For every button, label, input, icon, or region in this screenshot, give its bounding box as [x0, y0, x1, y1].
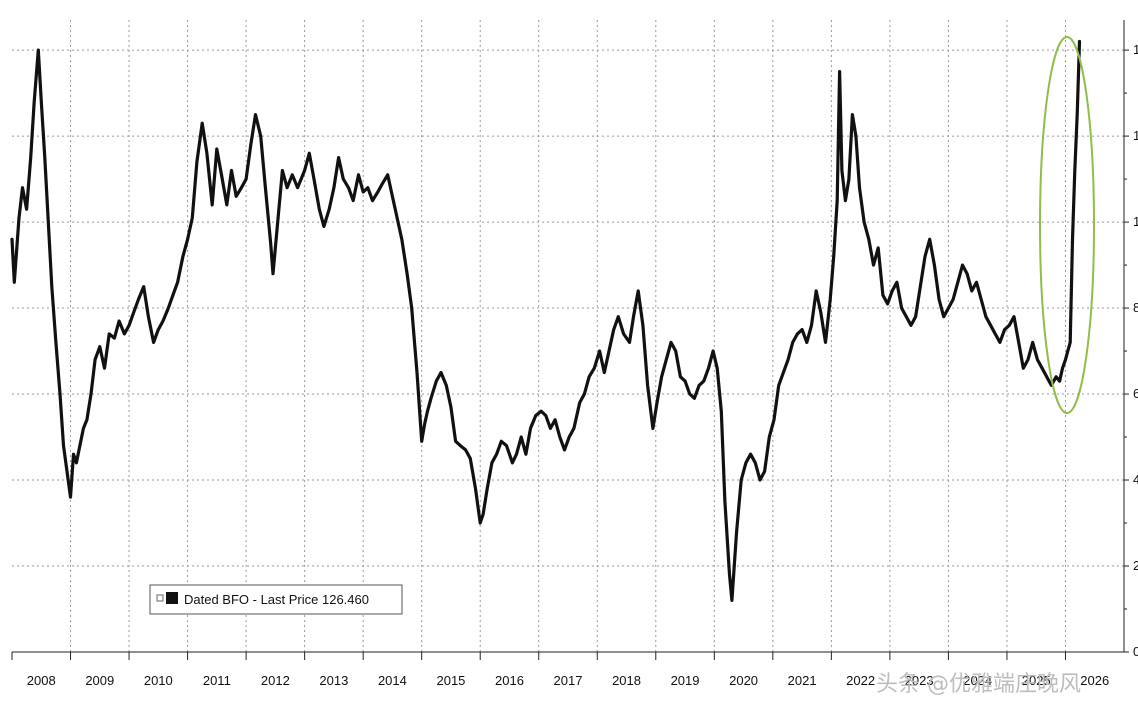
highlight-ellipse	[1039, 36, 1095, 414]
y-axis: 0 20 40 60 80 100 120 140	[1123, 20, 1138, 659]
x-tick-label: 2022	[846, 673, 875, 688]
x-tick-label: 2025	[1022, 673, 1051, 688]
x-tick-label: 2021	[788, 673, 817, 688]
x-tick-label: 2013	[319, 673, 348, 688]
x-tick-label: 2019	[671, 673, 700, 688]
x-tick-label: 2026	[1080, 673, 1109, 688]
y-tick-label: 140	[1133, 42, 1138, 57]
annotation-layer	[1039, 36, 1095, 414]
y-tick-label: 100	[1133, 214, 1138, 229]
legend-swatch-icon	[166, 592, 178, 604]
x-tick-label: 2015	[436, 673, 465, 688]
x-tick-label: 2023	[905, 673, 934, 688]
x-tick-label: 2009	[85, 673, 114, 688]
x-tick-label: 2016	[495, 673, 524, 688]
y-tick-label: 120	[1133, 128, 1138, 143]
x-tick-label: 2012	[261, 673, 290, 688]
x-tick-label: 2020	[729, 673, 758, 688]
x-tick-label: 2018	[612, 673, 641, 688]
x-tick-label: 2017	[554, 673, 583, 688]
legend-box	[149, 584, 403, 615]
watermark-text: 头条 @优雅端庄晚风	[876, 672, 1081, 697]
x-tick-label: 2024	[963, 673, 992, 688]
y-tick-label: 20	[1133, 558, 1138, 573]
series-line-dated-bfo	[10, 39, 1082, 602]
y-tick-label: 40	[1133, 472, 1138, 487]
plot-area	[12, 20, 1124, 652]
x-tick-label: 2014	[378, 673, 407, 688]
y-tick-label: 60	[1133, 386, 1138, 401]
legend-checkbox-icon	[156, 594, 164, 602]
legend: Dated BFO - Last Price 126.460	[149, 584, 403, 615]
series-layer	[10, 39, 1082, 602]
x-tick-label: 2010	[144, 673, 173, 688]
legend-label: Dated BFO - Last Price 126.460	[184, 592, 369, 607]
x-axis: 2008 2009 2010 2011 2012 2013 2014 2015 2016 2017…	[11, 651, 1124, 688]
x-tick-label: 2008	[27, 673, 56, 688]
y-tick-label: 80	[1133, 300, 1138, 315]
grid-lines	[12, 20, 1124, 652]
x-tick-label: 2011	[203, 673, 231, 688]
y-tick-label: 0	[1133, 644, 1138, 659]
